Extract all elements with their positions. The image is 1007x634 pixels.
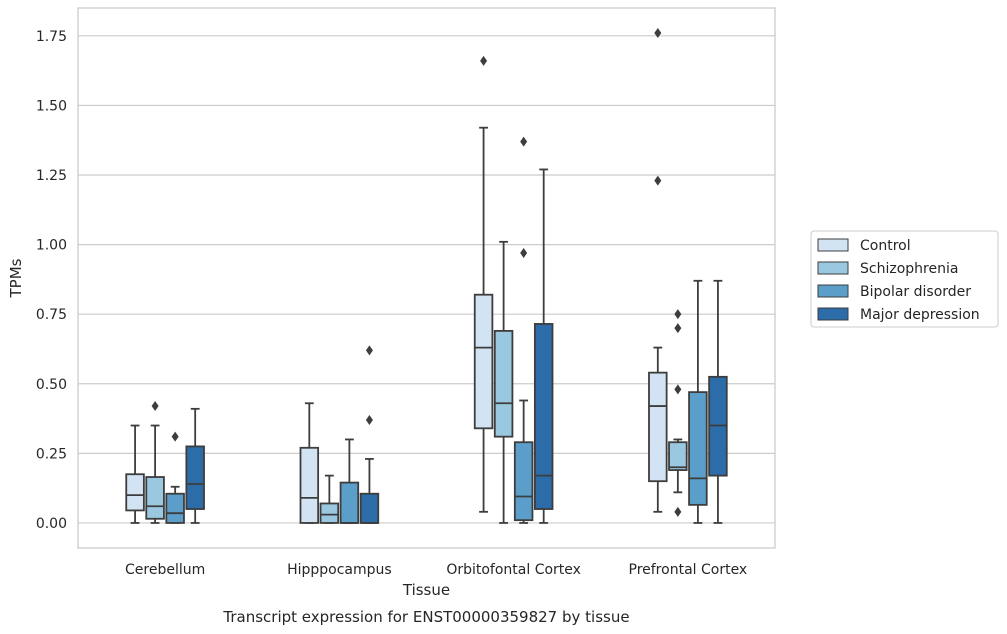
box-rect bbox=[513, 441, 534, 522]
outlier-point bbox=[674, 506, 682, 517]
legend-swatch bbox=[817, 307, 849, 321]
outlier-point bbox=[654, 175, 662, 186]
box-0-1 bbox=[145, 424, 165, 524]
legend-label: Major depression bbox=[860, 307, 980, 323]
box-rect bbox=[688, 391, 708, 506]
box-1-3 bbox=[359, 458, 380, 524]
y-tick-labels: 0.00 0.25 0.50 0.75 1.00 1.25 1.50 1.75 bbox=[36, 29, 67, 532]
outliers bbox=[151, 28, 682, 517]
chart-caption: Transcript expression for ENST0000035982… bbox=[222, 608, 629, 626]
legend-swatch bbox=[817, 284, 849, 298]
y-tick-label: 1.50 bbox=[36, 98, 67, 114]
box-3-3 bbox=[708, 279, 728, 524]
box-0-0 bbox=[125, 424, 145, 524]
box-2-0 bbox=[473, 126, 494, 513]
box-1-0 bbox=[299, 402, 320, 524]
outlier-point bbox=[171, 431, 179, 442]
outlier-point bbox=[365, 414, 373, 425]
boxes bbox=[125, 126, 728, 524]
box-rect bbox=[185, 445, 205, 510]
box-0-2 bbox=[165, 485, 185, 524]
plot-area-frame bbox=[77, 7, 776, 549]
box-rect bbox=[668, 441, 688, 471]
y-tick-label: 0.75 bbox=[36, 307, 67, 323]
box-rect bbox=[299, 446, 320, 524]
legend: Control Schizophrenia Bipolar disorder Majo… bbox=[810, 230, 999, 328]
box-0-3 bbox=[185, 407, 205, 524]
box-2-2 bbox=[513, 399, 534, 524]
x-tick-label: Cerebellum bbox=[125, 562, 205, 578]
y-tick-label: 0.00 bbox=[36, 516, 67, 532]
box-rect bbox=[145, 476, 165, 520]
outlier-point bbox=[674, 384, 682, 395]
box-1-2 bbox=[339, 438, 360, 524]
legend-frame bbox=[810, 230, 999, 328]
box-rect bbox=[359, 492, 380, 524]
outlier-point bbox=[520, 136, 528, 147]
y-tick-label: 1.00 bbox=[36, 238, 67, 254]
x-tick-label: Prefrontal Cortex bbox=[629, 562, 748, 578]
outlier-point bbox=[520, 247, 528, 258]
outlier-point bbox=[480, 55, 488, 66]
y-axis-label: TPMs bbox=[7, 258, 25, 298]
y-tick-label: 1.75 bbox=[36, 29, 67, 45]
box-rect bbox=[648, 371, 668, 483]
x-tick-label: Hipppocampus bbox=[287, 562, 392, 578]
legend-items: Control Schizophrenia Bipolar disorder Majo… bbox=[817, 238, 980, 323]
y-tick-label: 0.25 bbox=[36, 446, 67, 462]
box-2-3 bbox=[533, 168, 554, 524]
legend-label: Schizophrenia bbox=[860, 261, 958, 277]
x-tick-label: Orbitofontal Cortex bbox=[446, 562, 581, 578]
box-2-1 bbox=[493, 240, 514, 524]
box-rect bbox=[125, 473, 145, 512]
x-tick-labels: Cerebellum Hipppocampus Orbitofontal Corte… bbox=[125, 562, 747, 578]
box-rect bbox=[533, 323, 554, 510]
outlier-point bbox=[674, 309, 682, 320]
legend-label: Bipolar disorder bbox=[860, 284, 971, 300]
x-axis-label: Tissue bbox=[402, 581, 450, 599]
outlier-point bbox=[654, 28, 662, 39]
y-tick-label: 0.50 bbox=[36, 377, 67, 393]
outlier-point bbox=[674, 323, 682, 334]
outlier-point bbox=[151, 401, 159, 412]
box-rect bbox=[339, 481, 360, 524]
box-rect bbox=[473, 293, 494, 430]
box-rect bbox=[493, 329, 514, 438]
box-rect bbox=[165, 492, 185, 524]
y-tick-label: 1.25 bbox=[36, 168, 67, 184]
outlier-point bbox=[365, 345, 373, 356]
legend-swatch bbox=[817, 238, 849, 252]
box-3-2 bbox=[688, 279, 708, 524]
box-rect bbox=[319, 502, 340, 524]
box-3-0 bbox=[648, 346, 668, 513]
box-3-1 bbox=[668, 438, 688, 494]
legend-swatch bbox=[817, 261, 849, 275]
legend-label: Control bbox=[860, 238, 911, 254]
box-1-1 bbox=[319, 474, 340, 524]
